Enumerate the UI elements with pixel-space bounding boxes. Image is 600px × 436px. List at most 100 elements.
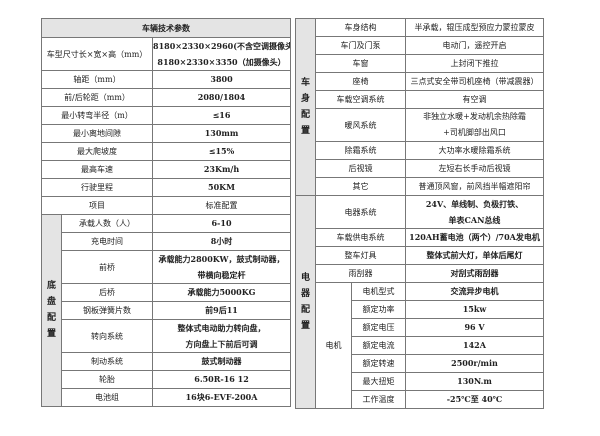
chassis-label: 钢板弹簧片数	[61, 301, 153, 320]
value-line: 承载能力5000KG	[187, 287, 256, 297]
table-row: 除霜系统 大功率水暖除霜系统	[296, 141, 544, 160]
body-value: 三点式安全带司机座椅（带减震器）	[405, 72, 544, 91]
spec-label: 前/后轮距（mm）	[41, 88, 153, 107]
value-line: 整体式电动助力转向盘，	[177, 323, 266, 333]
body-label: 车门及门泵	[315, 36, 406, 55]
body-label: 车身结构	[315, 18, 406, 37]
electrical-label: 整车灯具	[315, 246, 406, 265]
body-label: 后视镜	[315, 159, 406, 178]
electrical-value: 120AH蓄电池（两个）/70A发电机	[405, 228, 544, 247]
chassis-value: 8小时	[151, 232, 292, 251]
table-row: 车窗 上封闭下推拉	[296, 54, 544, 73]
spec-label: 最小转弯半径（m）	[41, 106, 153, 125]
electrical-section-label: 电器配置	[295, 195, 316, 409]
motor-value: -25℃至 40℃	[405, 390, 544, 409]
motor-value: 142A	[405, 336, 544, 355]
body-value: 有空调	[405, 90, 544, 109]
value-line: 对刮式雨刮器	[450, 268, 499, 278]
table-row: 工作温度 -25℃至 40℃	[296, 390, 544, 409]
electrical-value: 对刮式雨刮器	[405, 264, 544, 283]
table-row: 车载供电系统 120AH蓄电池（两个）/70A发电机	[296, 228, 544, 247]
spec-value: 3800	[151, 70, 292, 89]
chassis-label: 制动系统	[61, 352, 153, 371]
motor-label: 最大扭矩	[351, 372, 406, 391]
electrical-label: 车载供电系统	[315, 228, 406, 247]
value-line: +司机脚部出风口	[443, 128, 506, 137]
item-header: 项目	[41, 196, 153, 215]
motor-label: 额定电流	[351, 336, 406, 355]
body-label: 车窗	[315, 54, 406, 73]
value-line: 上封闭下推拉	[450, 59, 499, 68]
chassis-value: 鼓式制动器	[151, 352, 292, 371]
value-line: 带横向稳定杆	[197, 270, 246, 280]
spec-value: 50KM	[151, 178, 292, 197]
table-row: 后视镜 左短右长手动后视镜	[296, 159, 544, 178]
table-row: 最高车速 23Km/h	[41, 160, 292, 179]
table-row: 电器配置 电器系统 24V、单线制、负极打铁、 单表CAN总线	[295, 195, 544, 409]
value-line: 3800	[210, 74, 233, 84]
electrical-label: 雨刮器	[315, 264, 406, 283]
spec-label: 轴距（mm）	[41, 70, 153, 89]
body-section-label-text: 车身配置	[301, 77, 311, 136]
value-line: ≤15%	[208, 146, 235, 156]
body-label: 暖风系统	[315, 108, 406, 142]
motor-label: 额定功率	[351, 300, 406, 319]
value-line: 130mm	[204, 128, 239, 138]
value-line: 承载能力2800KW，鼓式制动器，	[158, 254, 285, 264]
value-line: 整体式前大灯，单体后尾灯	[426, 250, 523, 260]
table-row: 最大扭矩 130N.m	[296, 372, 544, 391]
body-value: 半承载，辊压成型预应力蒙拉蒙皮	[405, 18, 544, 37]
motor-value: 96 V	[405, 318, 544, 337]
electrical-value: 整体式前大灯，单体后尾灯	[405, 246, 544, 265]
table-row: 轴距（mm） 3800	[41, 70, 292, 89]
spec-value: 23Km/h	[151, 160, 292, 179]
value-line: 16块6-EVF-200A	[185, 392, 258, 402]
body-label: 其它	[315, 177, 406, 196]
value-line: 50KM	[208, 182, 235, 192]
value-line: 24V、单线制、负极打铁、	[425, 199, 524, 209]
table-row: 最小离地间隙 130mm	[41, 124, 292, 143]
value-line: 普通顶风窗，前风挡半幅遮阳帘	[418, 182, 531, 191]
electrical-value: 24V、单线制、负极打铁、 单表CAN总线	[405, 195, 544, 229]
spec-value: ≤15%	[151, 142, 292, 161]
motor-label: 额定电压	[351, 318, 406, 337]
table-row: 钢板弹簧片数 前9后11	[42, 301, 292, 320]
value-line: 6.50R-16 12	[194, 374, 249, 384]
table-row: 前桥 承载能力2800KW，鼓式制动器， 带横向稳定杆	[42, 250, 292, 284]
value-line: 8180×2330×2960(不含空调摄像头)	[153, 41, 291, 51]
table-row: 充电时间 8小时	[42, 232, 292, 251]
body-label: 车载空调系统	[315, 90, 406, 109]
configuration-table: 车身配置 车身结构 半承载，辊压成型预应力蒙拉蒙皮 车门及门泵 电动门，遥控开启 车窗 上封…	[295, 18, 544, 409]
table-row: 额定转速 2500r/min	[296, 354, 544, 373]
table-row: 最小转弯半径（m） ≤16	[41, 106, 292, 125]
motor-value: 130N.m	[405, 372, 544, 391]
body-label: 除霜系统	[315, 141, 406, 160]
table-row: 额定功率 15kw	[296, 300, 544, 319]
table-row: 电池组 16块6-EVF-200A	[42, 388, 292, 407]
table-row: 车身配置 车身结构 半承载，辊压成型预应力蒙拉蒙皮	[295, 18, 544, 196]
table-row: 额定电压 96 V	[296, 318, 544, 337]
table-row: 车载空调系统 有空调	[296, 90, 544, 109]
value-line: 半承载，辊压成型预应力蒙拉蒙皮	[414, 23, 535, 32]
table-row: 电机 电机型式 交流异步电机	[296, 282, 544, 409]
chassis-label: 转向系统	[61, 319, 153, 353]
value-line: 非独立水暖+发动机余热除霜	[423, 112, 526, 121]
table-row: 后桥 承载能力5000KG	[42, 283, 292, 302]
chassis-value: 6.50R-16 12	[151, 370, 292, 389]
table-row: 行驶里程 50KM	[41, 178, 292, 197]
chassis-value: 整体式电动助力转向盘， 方向盘上下前后可调	[151, 319, 292, 353]
chassis-section-label: 底盘配置	[41, 214, 62, 407]
value-line: 三点式安全带司机座椅（带减震器）	[410, 77, 539, 86]
chassis-label: 承载人数（人）	[61, 214, 153, 233]
chassis-value: 16块6-EVF-200A	[151, 388, 292, 407]
value-line: 方向盘上下前后可调	[185, 339, 258, 349]
table-row: 其它 普通顶风窗，前风挡半幅遮阳帘	[296, 177, 544, 196]
body-value: 上封闭下推拉	[405, 54, 544, 73]
spec-label: 车型尺寸长×宽×高（mm）	[41, 37, 153, 71]
electrical-section-label-text: 电器配置	[301, 272, 311, 331]
table-title: 车辆技术参数	[40, 18, 292, 38]
body-value: 大功率水暖除霜系统	[405, 141, 544, 160]
value-line: 前9后11	[205, 305, 238, 315]
value-line: 单表CAN总线	[448, 215, 501, 225]
chassis-label: 后桥	[61, 283, 153, 302]
